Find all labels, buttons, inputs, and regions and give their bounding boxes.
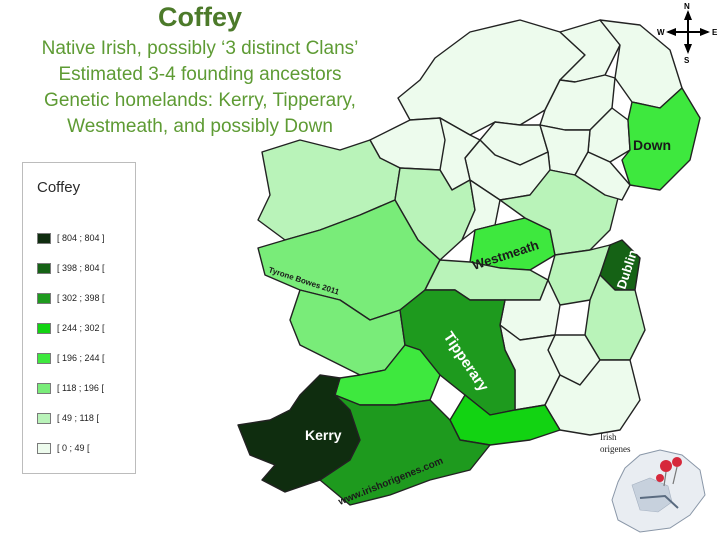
legend-label: [ 302 ; 398 [	[57, 293, 105, 303]
subtitle-line-2: Estimated 3-4 founding ancestors	[58, 64, 342, 85]
county-down	[621, 87, 701, 191]
compass-w: W	[657, 28, 665, 37]
logo-text-line-2: origenes	[600, 444, 631, 454]
legend-swatch	[37, 442, 51, 454]
map-legend: Coffey [ 804 ; 804 ] [ 398 ; 804 [ [ 302…	[22, 162, 136, 474]
legend-label: [ 196 ; 244 [	[57, 353, 105, 363]
legend-swatch	[37, 262, 51, 274]
map-pin-icon	[660, 460, 672, 472]
county-louth	[574, 151, 631, 201]
legend-label: [ 244 ; 302 [	[57, 323, 105, 333]
compass-n: N	[684, 2, 690, 11]
page-title: Coffey	[157, 2, 242, 32]
legend-swatch	[37, 322, 51, 334]
compass-s: S	[684, 56, 690, 65]
legend-item: [ 49 ; 118 [	[37, 411, 99, 425]
legend-item: [ 398 ; 804 [	[37, 261, 105, 275]
logo-text-line-1: Irish	[600, 432, 617, 442]
legend-label: [ 0 ; 49 [	[57, 443, 90, 453]
compass-rose-icon: N E S W	[657, 2, 718, 65]
label-down: Down	[633, 137, 671, 153]
subtitle-line-4: Westmeath, and possibly Down	[67, 116, 333, 137]
legend-swatch	[37, 292, 51, 304]
compass-e: E	[712, 28, 718, 37]
label-kerry: Kerry	[305, 427, 342, 443]
legend-swatch	[37, 232, 51, 244]
subtitle-line-1: Native Irish, possibly ‘3 distinct Clans…	[41, 38, 359, 59]
legend-swatch	[37, 382, 51, 394]
legend-label: [ 804 ; 804 ]	[57, 233, 105, 243]
legend-item: [ 804 ; 804 ]	[37, 231, 105, 245]
irish-origenes-logo: Irish origenes	[600, 432, 706, 533]
legend-item: [ 244 ; 302 [	[37, 321, 105, 335]
subtitle-line-3: Genetic homelands: Kerry, Tipperary,	[44, 90, 356, 111]
legend-label: [ 118 ; 196 [	[57, 383, 104, 393]
legend-label: [ 49 ; 118 [	[57, 413, 99, 423]
legend-title: Coffey	[37, 179, 81, 196]
map-pin-icon	[672, 457, 682, 467]
legend-swatch	[37, 352, 51, 364]
legend-item: [ 0 ; 49 [	[37, 441, 90, 455]
legend-item: [ 118 ; 196 [	[37, 381, 104, 395]
legend-swatch	[37, 412, 51, 424]
legend-label: [ 398 ; 804 [	[57, 263, 105, 273]
map-pin-icon	[656, 474, 664, 482]
legend-item: [ 196 ; 244 [	[37, 351, 105, 365]
county-cork	[319, 394, 491, 506]
legend-item: [ 302 ; 398 [	[37, 291, 105, 305]
